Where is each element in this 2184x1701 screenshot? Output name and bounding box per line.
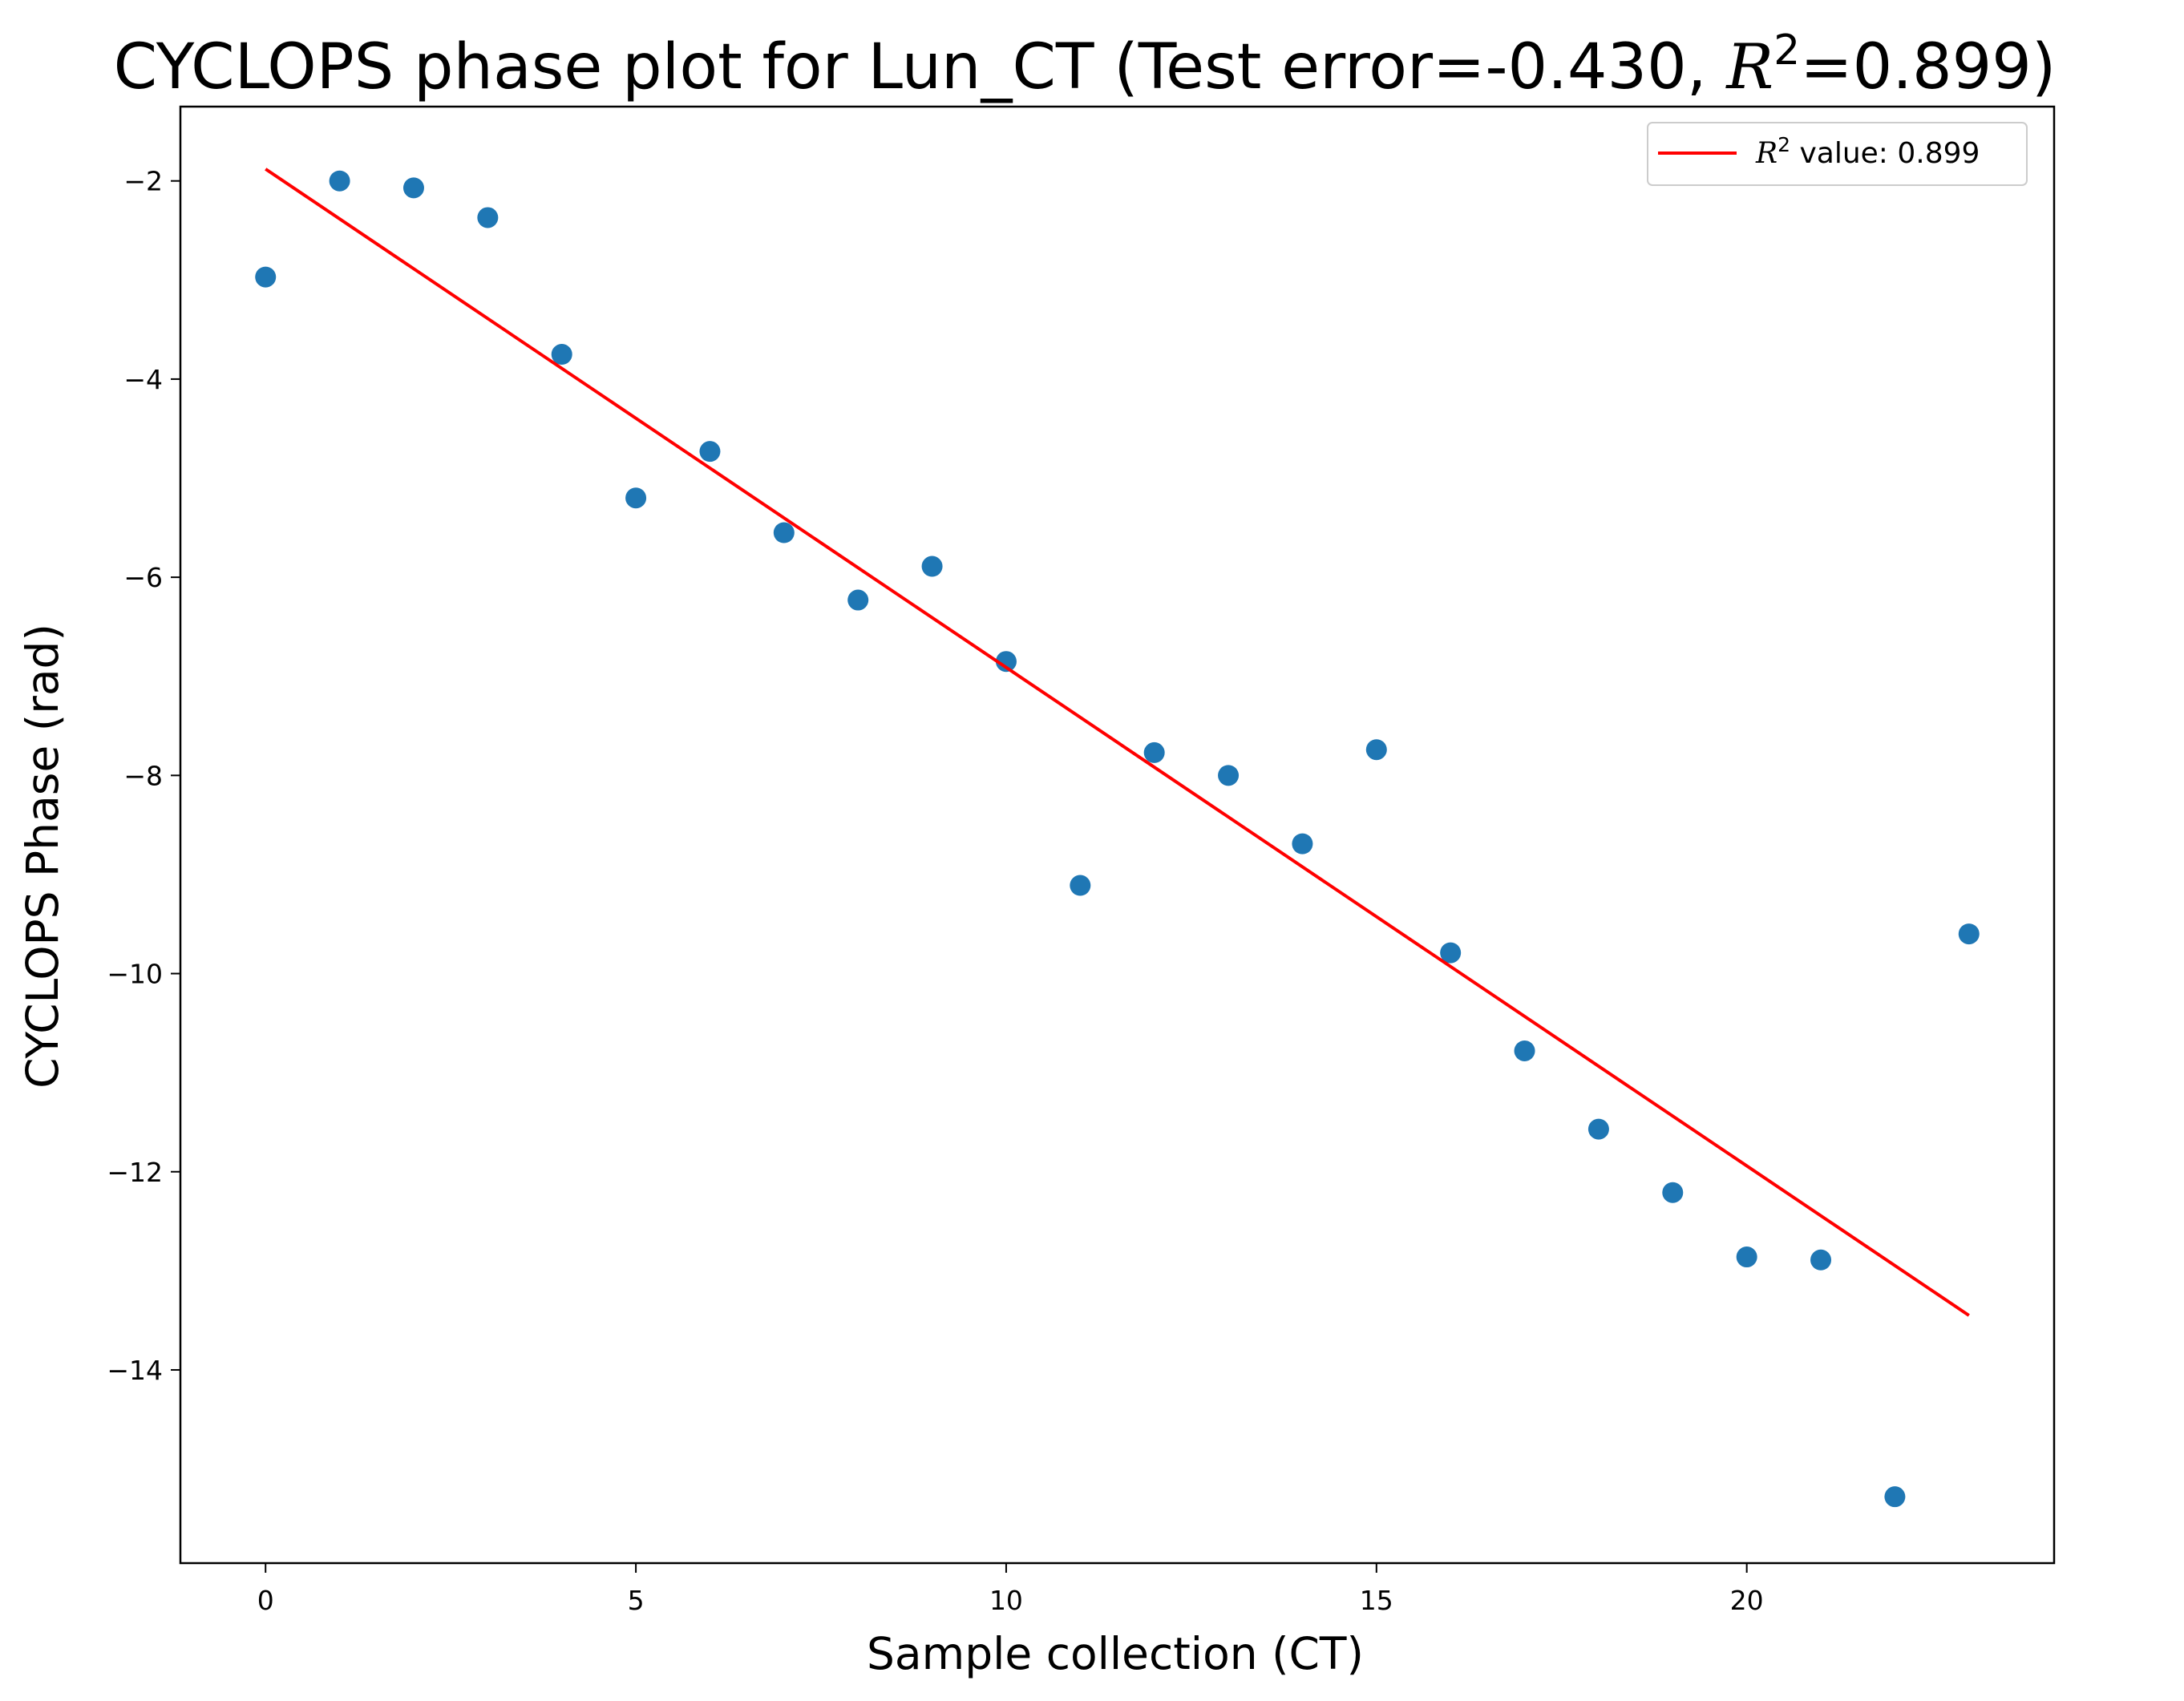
scatter-point <box>1218 765 1240 786</box>
scatter-point <box>1884 1486 1906 1508</box>
y-axis-label: CYCLOPS Phase (rad) <box>17 624 68 1089</box>
x-tick-label: 5 <box>628 1585 645 1616</box>
scatter-point <box>1587 1118 1609 1140</box>
scatter-point <box>1958 923 1980 945</box>
scatter-point <box>1736 1246 1757 1268</box>
scatter-point <box>699 441 721 463</box>
y-tick-label: −4 <box>123 364 163 395</box>
scatter-point <box>1440 942 1462 964</box>
scatter-point <box>995 651 1017 673</box>
chart-title-prefix: CYCLOPS phase plot for Lun_CT (Test erro… <box>114 31 1727 103</box>
plot-area: 0 5 10 15 20 −2 −4 −6 −8 −10 −12 −14 <box>107 105 2056 1616</box>
scatter-point <box>477 207 499 228</box>
legend-label: R2 value: 0.899 <box>1755 133 1980 170</box>
x-tick-label: 20 <box>1730 1585 1764 1616</box>
legend-sup: 2 <box>1778 133 1790 156</box>
scatter-point <box>847 589 869 611</box>
legend-box <box>1647 122 2028 186</box>
y-tick-label: −2 <box>123 166 163 197</box>
chart-title-sup: 2 <box>1773 26 1800 75</box>
scatter-point <box>773 522 795 543</box>
scatter-point <box>1365 739 1387 761</box>
chart-title-suffix: =0.899) <box>1800 31 2056 103</box>
fit-line <box>265 168 1970 1317</box>
y-tick-label: −14 <box>107 1355 163 1386</box>
scatter-point <box>329 170 350 192</box>
y-tick-label: −8 <box>123 760 163 791</box>
scatter-point <box>1514 1040 1535 1061</box>
scatter-point <box>402 177 424 199</box>
plot-frame <box>179 105 2056 1565</box>
x-tick-label: 10 <box>989 1585 1023 1616</box>
scatter-point <box>1292 833 1313 855</box>
y-tick-label: −10 <box>107 959 163 990</box>
legend-text: value: 0.899 <box>1790 137 1980 170</box>
chart-title: CYCLOPS phase plot for Lun_CT (Test erro… <box>114 26 2057 103</box>
scatter-point <box>921 556 943 577</box>
scatter-point <box>1070 875 1091 896</box>
chart-title-r: R <box>1725 31 1773 103</box>
legend-r: R <box>1755 137 1778 170</box>
x-tick-label: 0 <box>257 1585 274 1616</box>
scatter-point <box>1810 1249 1832 1271</box>
y-tick-label: −6 <box>123 562 163 593</box>
scatter-point <box>255 266 277 288</box>
x-axis-label: Sample collection (CT) <box>867 1628 1364 1679</box>
scatter-point <box>551 344 572 366</box>
scatter-point <box>1143 741 1165 763</box>
x-tick-label: 15 <box>1360 1585 1393 1616</box>
scatter-point <box>625 487 647 509</box>
scatter-point <box>1662 1182 1684 1203</box>
y-tick-label: −12 <box>107 1157 163 1188</box>
legend: R2 value: 0.899 <box>1647 122 2028 186</box>
